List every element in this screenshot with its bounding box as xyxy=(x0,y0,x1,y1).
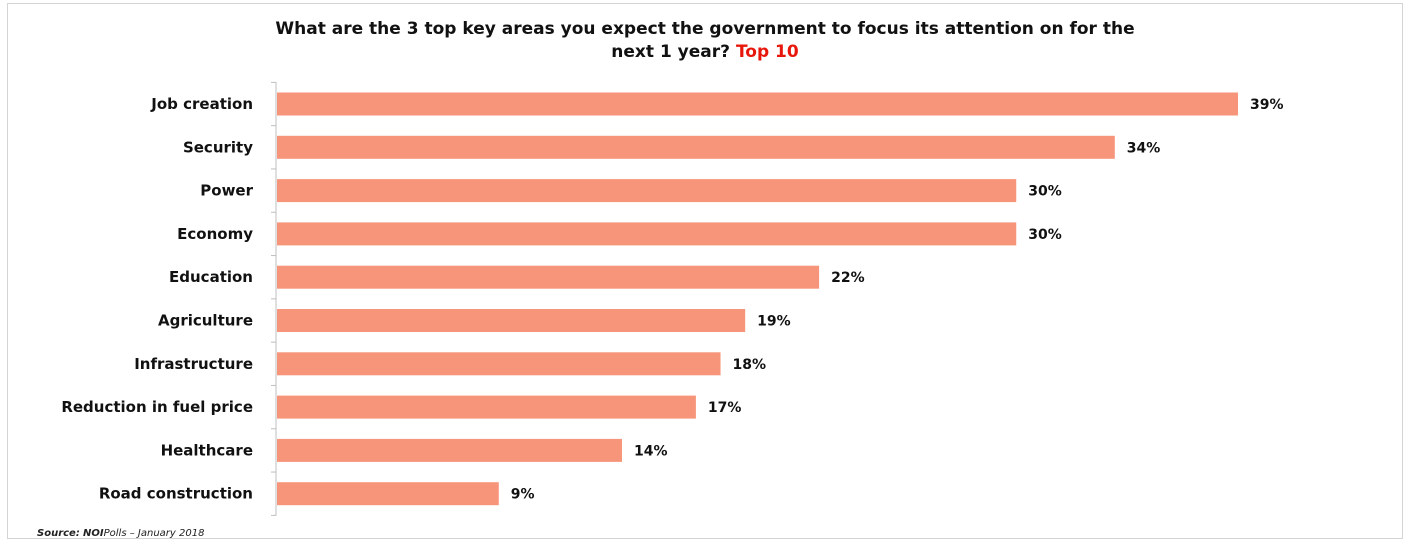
source-label: Source: xyxy=(37,528,80,539)
category-label: Road construction xyxy=(99,485,253,503)
category-label: Agriculture xyxy=(158,312,253,330)
value-label: 9% xyxy=(511,487,535,503)
category-label: Reduction in fuel price xyxy=(61,398,253,416)
bar xyxy=(277,395,696,419)
value-label: 18% xyxy=(733,357,767,373)
value-label: 39% xyxy=(1250,97,1284,113)
category-label: Economy xyxy=(177,225,253,243)
source-text: Polls – January 2018 xyxy=(103,528,205,539)
value-label: 34% xyxy=(1127,140,1161,156)
title-line-1: What are the 3 top key areas you expect … xyxy=(275,19,1135,39)
chart-title: What are the 3 top key areas you expect … xyxy=(0,18,1410,64)
value-label: 14% xyxy=(634,443,668,459)
category-label: Power xyxy=(200,182,253,200)
bar xyxy=(277,135,1115,159)
value-label: 30% xyxy=(1028,184,1062,200)
category-label: Security xyxy=(183,138,253,156)
bar xyxy=(277,352,721,376)
bar xyxy=(277,265,820,289)
bar xyxy=(277,92,1238,116)
value-label: 22% xyxy=(831,270,865,286)
category-label: Infrastructure xyxy=(134,355,253,373)
value-label: 30% xyxy=(1028,227,1062,243)
bar xyxy=(277,222,1017,246)
bar xyxy=(277,482,499,506)
category-label: Education xyxy=(169,268,253,286)
title-highlight: Top 10 xyxy=(735,42,799,62)
bar xyxy=(277,179,1017,203)
category-label: Job creation xyxy=(150,95,253,113)
title-line-2: next 1 year? Top 10 xyxy=(0,41,1410,64)
bar xyxy=(277,309,746,332)
source-brand: NOI xyxy=(83,528,104,539)
value-label: 19% xyxy=(757,314,791,330)
bar xyxy=(277,438,622,462)
source-note: Source: NOIPolls – January 2018 xyxy=(37,528,204,539)
category-label: Healthcare xyxy=(161,441,253,459)
value-label: 17% xyxy=(708,400,742,416)
title-question-end: next 1 year? xyxy=(611,42,731,62)
